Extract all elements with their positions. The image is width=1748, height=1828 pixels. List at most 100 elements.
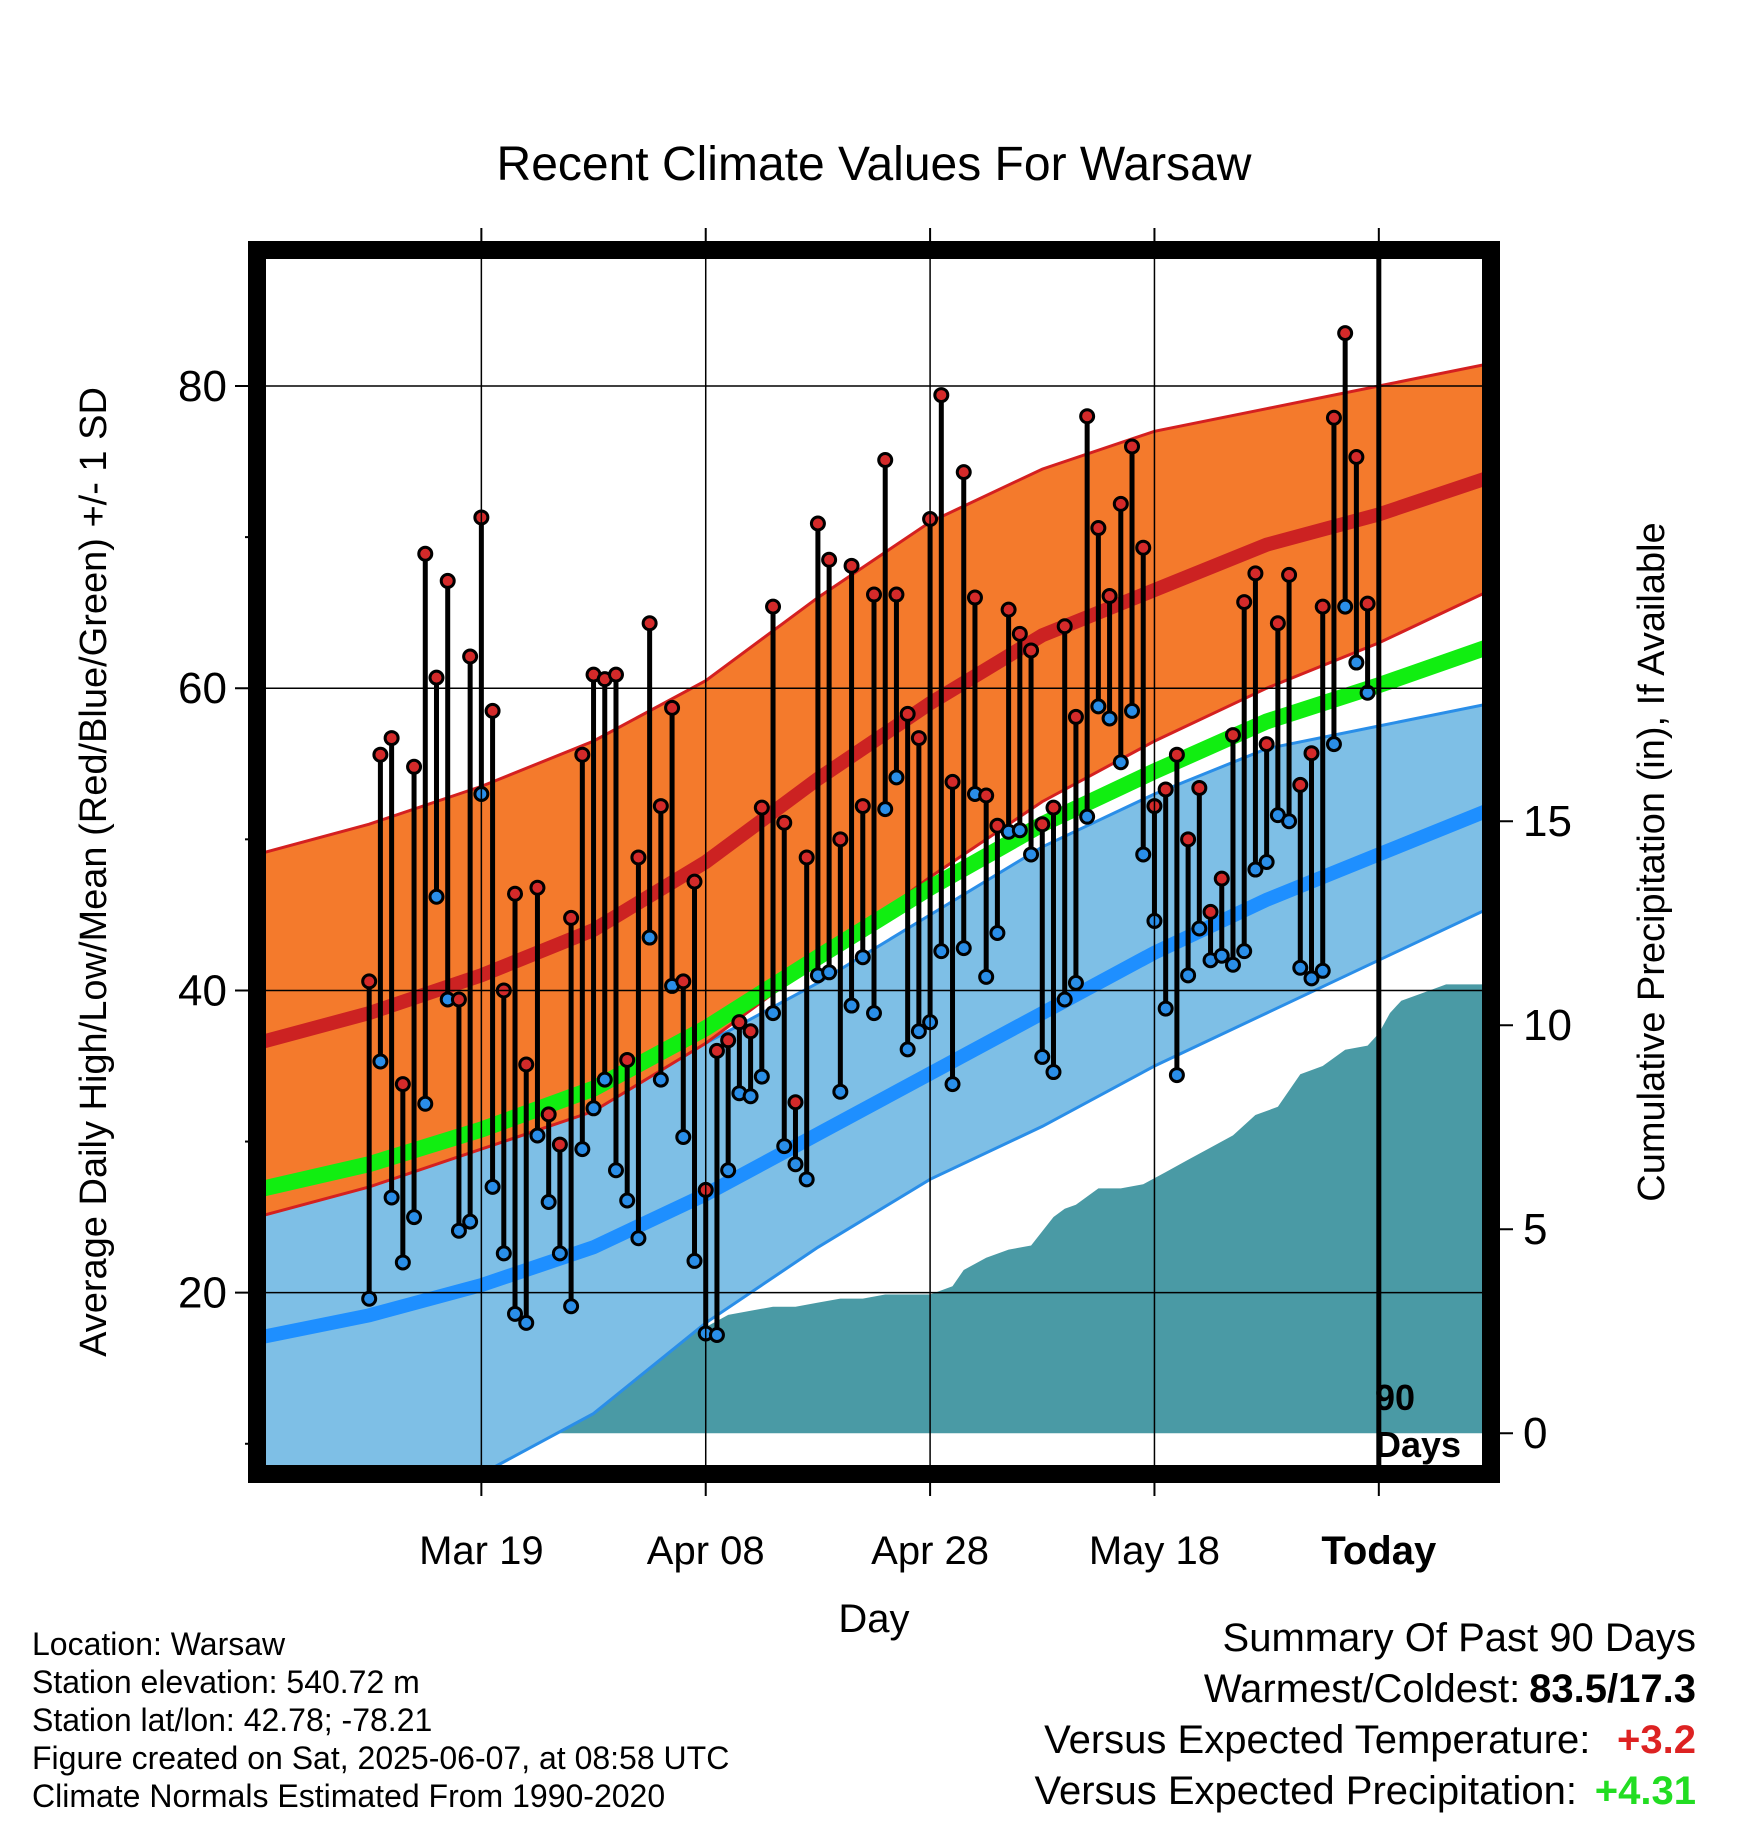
daily-low-point [551, 1245, 568, 1262]
daily-observations [361, 325, 1376, 1343]
daily-low-point [507, 1305, 524, 1322]
daily-high-point [372, 746, 389, 763]
daily-high-point [776, 814, 793, 831]
axes: 20 40 60 80 0 5 10 15 Mar 19 Apr 08 Apr 28 May 18 To… [178, 228, 1572, 1573]
daily-high-point [1056, 618, 1073, 635]
daily-high-point [686, 873, 703, 890]
daily-low-point [1348, 654, 1365, 671]
daily-high-point [439, 572, 456, 589]
daily-low-point [518, 1314, 535, 1331]
normal-high-upper-edge [257, 361, 1491, 856]
daily-low-point [798, 1171, 815, 1188]
summary-temp-label: Versus Expected Temperature: [1044, 1718, 1591, 1762]
daily-high-point [765, 598, 782, 615]
daily-high-point [1314, 598, 1331, 615]
daily-high-point [877, 452, 894, 469]
daily-low-point [765, 1005, 782, 1022]
daily-high-point [563, 909, 580, 926]
daily-low-point [686, 1252, 703, 1269]
daily-low-point [866, 1005, 882, 1022]
daily-low-point [753, 1068, 770, 1085]
daily-low-point [1258, 854, 1275, 870]
daily-low-point [1034, 1048, 1051, 1065]
daily-high-point [394, 1076, 411, 1093]
daily-low-point [1325, 736, 1342, 753]
daily-low-point [1079, 808, 1096, 825]
summary-temp-value: +3.2 [1617, 1718, 1696, 1762]
daily-low-point [888, 769, 905, 786]
daily-low-point [1067, 974, 1084, 991]
daily-high-point [1023, 642, 1040, 659]
daily-low-point [619, 1192, 636, 1209]
daily-high-point [731, 1014, 748, 1031]
summary-warmest-value: 83.5/17.3 [1529, 1667, 1696, 1711]
daily-low-point [720, 1162, 737, 1179]
daily-high-point [1337, 325, 1354, 342]
daily-low-point [821, 964, 838, 981]
info-normals: Climate Normals Estimated From 1990-2020 [32, 1778, 666, 1814]
today-days-count: 90 [1375, 1377, 1415, 1418]
daily-high-point [1090, 520, 1107, 537]
y2-tick-label: 0 [1523, 1409, 1547, 1458]
daily-high-point [361, 973, 378, 990]
daily-low-point [1314, 962, 1331, 979]
daily-high-point [955, 464, 972, 481]
precip-area [257, 984, 1491, 1434]
daily-low-point [652, 1071, 669, 1088]
info-location: Location: Warsaw [32, 1626, 286, 1662]
daily-high-point [933, 387, 950, 404]
daily-low-point [596, 1071, 613, 1088]
daily-low-point [978, 968, 995, 985]
daily-low-point [832, 1083, 849, 1100]
daily-high-point [1202, 903, 1219, 920]
daily-low-point [1045, 1064, 1062, 1081]
today-days-word: Days [1375, 1424, 1461, 1465]
daily-low-point [630, 1230, 647, 1247]
daily-low-point [383, 1189, 400, 1206]
daily-low-point [563, 1298, 580, 1315]
daily-high-point [1359, 595, 1376, 612]
summary-precip-value: +4.31 [1594, 1769, 1696, 1813]
daily-low-point [854, 949, 871, 966]
y-tick-label: 80 [178, 362, 227, 411]
daily-low-point [944, 1076, 961, 1093]
y-tick-label: 40 [178, 966, 227, 1015]
daily-high-point [630, 849, 647, 866]
daily-low-point [1247, 861, 1264, 878]
daily-high-point [1281, 566, 1298, 583]
daily-low-point [1124, 702, 1141, 719]
daily-high-point [428, 669, 445, 686]
daily-low-point [1236, 943, 1253, 960]
daily-high-point [1325, 409, 1342, 426]
daily-high-point [1067, 708, 1084, 725]
y2-axis-label: Cumulative Precipitation (in), If Availa… [1631, 522, 1673, 1201]
daily-low-point [1213, 947, 1230, 964]
daily-high-point [1236, 594, 1253, 611]
daily-low-point [574, 1141, 591, 1158]
daily-high-point [518, 1056, 535, 1073]
daily-high-point [383, 730, 400, 747]
daily-high-point [1247, 565, 1264, 582]
normal-low-lower-edge [473, 905, 1491, 1474]
daily-low-point [910, 1023, 927, 1040]
daily-high-point [1124, 438, 1141, 455]
daily-high-point [720, 1032, 737, 1049]
daily-high-point [652, 798, 669, 815]
daily-low-point [933, 943, 950, 960]
daily-high-point [417, 545, 434, 562]
daily-high-point [843, 557, 860, 574]
daily-high-point [1348, 449, 1365, 466]
x-tick-label: Today [1321, 1529, 1437, 1573]
daily-high-point [1101, 588, 1118, 605]
daily-low-point [776, 1138, 793, 1155]
daily-low-point [1292, 959, 1309, 976]
daily-high-point [540, 1106, 557, 1123]
daily-high-point [978, 787, 995, 804]
y2-tick-label: 5 [1523, 1205, 1547, 1254]
daily-high-point [910, 730, 927, 747]
daily-high-point [809, 515, 826, 532]
daily-high-point [787, 1094, 804, 1111]
daily-high-point [1292, 776, 1309, 793]
daily-high-point [484, 702, 501, 719]
daily-high-point [1135, 539, 1152, 556]
